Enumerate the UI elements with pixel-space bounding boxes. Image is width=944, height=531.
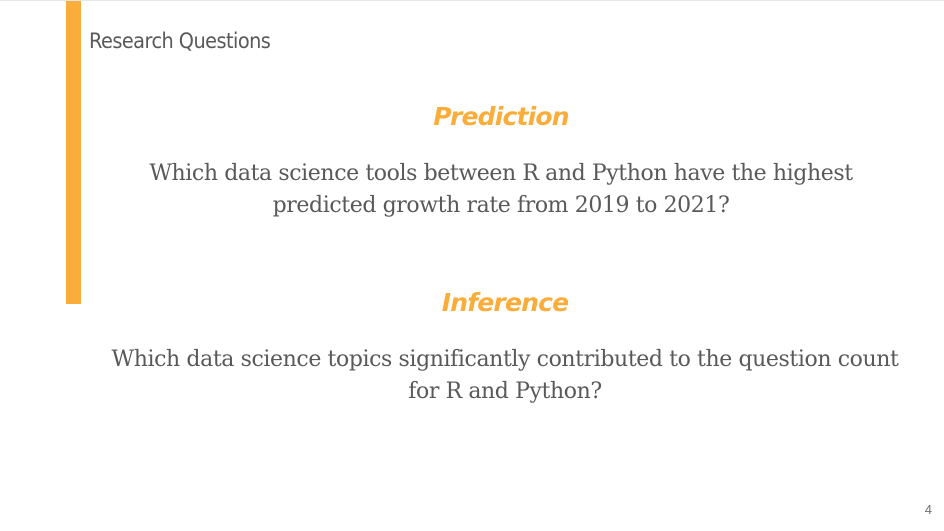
accent-bar [66,1,81,304]
prediction-question: Which data science tools between R and P… [149,161,853,218]
inference-heading: Inference [441,288,569,317]
prediction-heading: Prediction [433,102,569,131]
inference-question: Which data science topics significantly … [111,347,899,404]
page-number: 4 [924,502,932,517]
slide-title: Research Questions [89,29,271,53]
